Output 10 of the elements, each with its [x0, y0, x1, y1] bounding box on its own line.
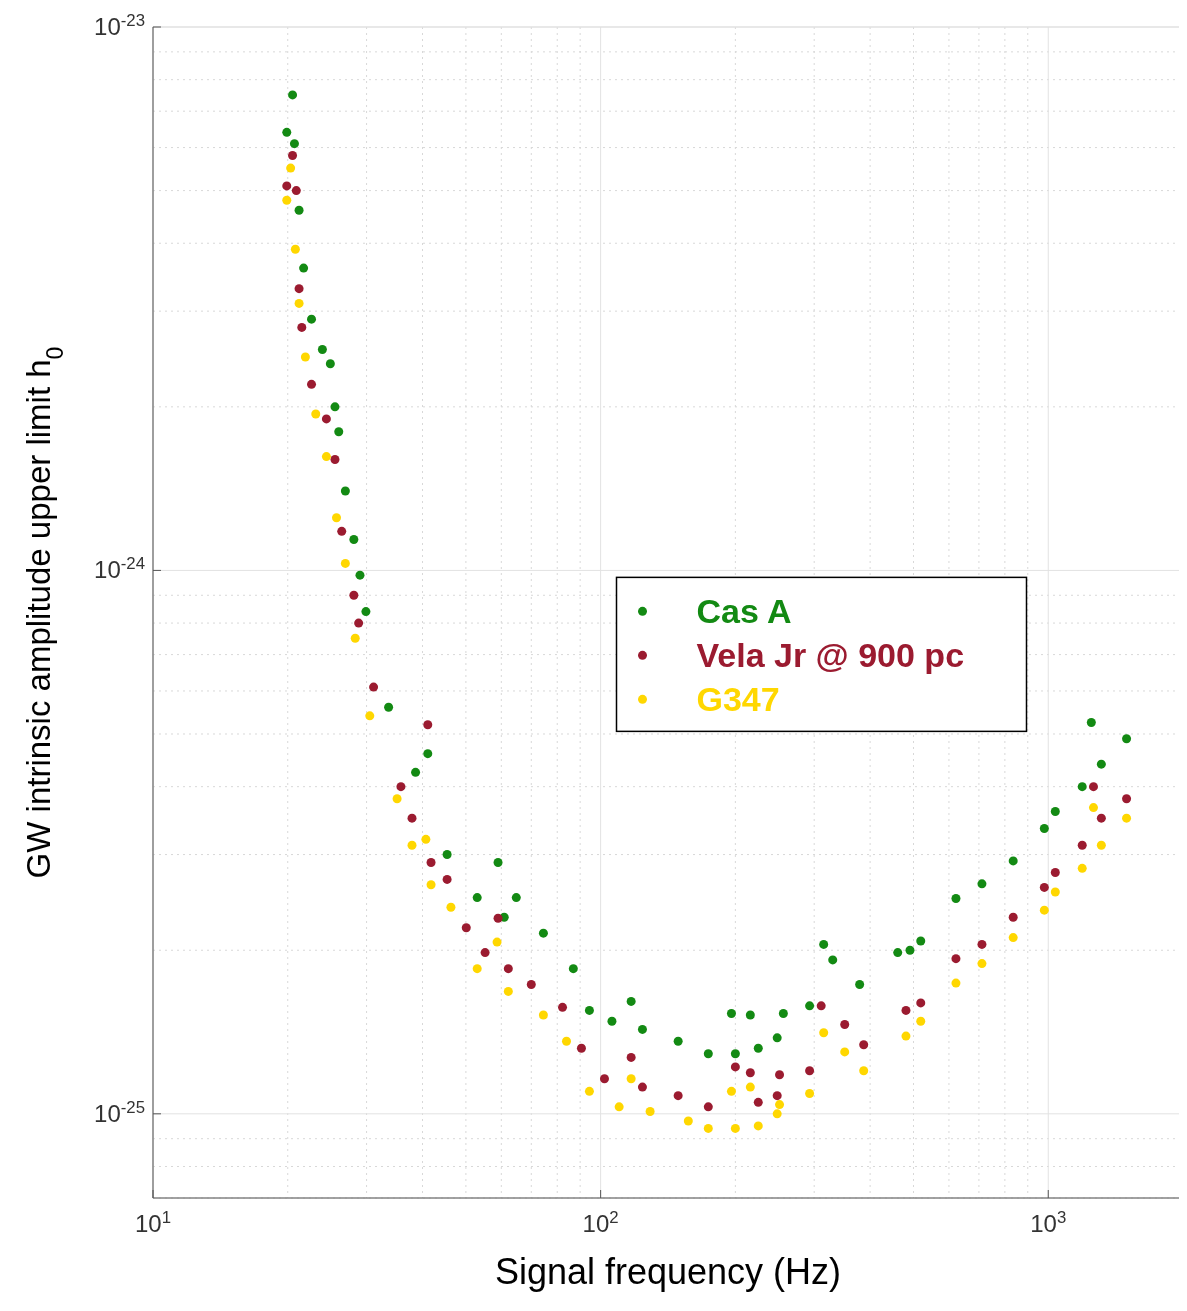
x-tick-label: 10$^{2}$	[582, 1207, 619, 1237]
legend-label: Vela Jr @ 900 pc	[696, 636, 965, 675]
legend-label: G347	[696, 680, 780, 719]
legend-label: Cas A	[696, 592, 792, 631]
y-tick-label: 10$^{-25}$	[94, 1097, 145, 1127]
x-axis-title: Signal frequency (Hz)	[494, 1251, 842, 1292]
x-tick-label: 10$^{3}$	[1030, 1207, 1067, 1237]
y-tick-label: 10$^{-23}$	[94, 10, 145, 40]
x-tick-label: 10$^{1}$	[134, 1207, 172, 1237]
y-tick-label: 10$^{-24}$	[94, 553, 145, 584]
